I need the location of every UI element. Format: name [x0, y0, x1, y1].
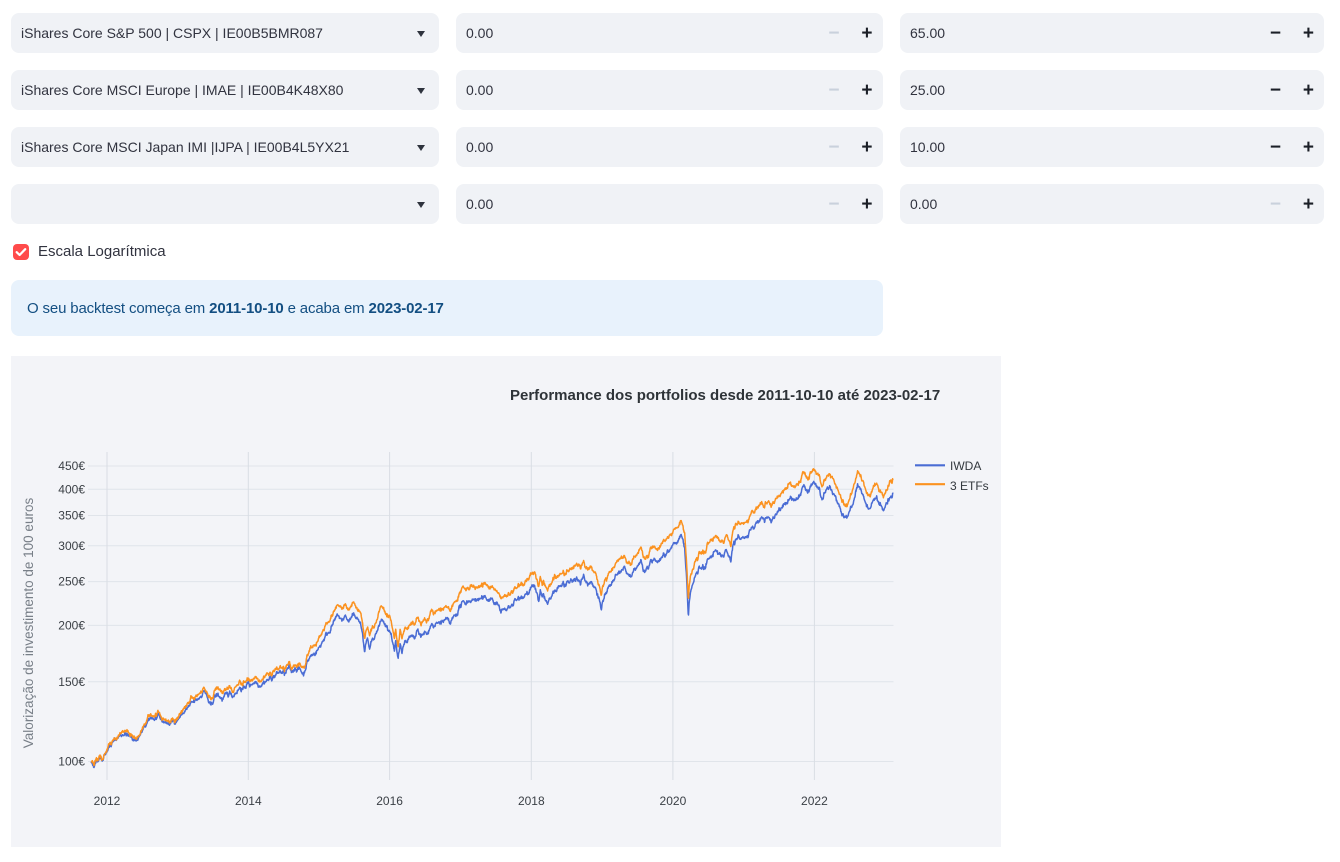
svg-text:2022: 2022 — [801, 794, 828, 808]
svg-text:Performance dos portfolios des: Performance dos portfolios desde 2011-10… — [510, 387, 940, 404]
svg-text:400€: 400€ — [58, 482, 85, 496]
svg-text:150€: 150€ — [58, 675, 85, 689]
svg-text:100€: 100€ — [58, 755, 85, 769]
svg-text:2012: 2012 — [94, 794, 121, 808]
svg-text:IWDA: IWDA — [950, 459, 981, 473]
svg-text:3 ETFs: 3 ETFs — [950, 479, 989, 493]
svg-text:250€: 250€ — [58, 575, 85, 589]
svg-text:350€: 350€ — [58, 509, 85, 523]
svg-text:300€: 300€ — [58, 539, 85, 553]
svg-text:Valorização de investimento de: Valorização de investimento de 100 euros — [21, 498, 36, 749]
svg-text:450€: 450€ — [58, 459, 85, 473]
svg-text:2016: 2016 — [376, 794, 403, 808]
svg-text:200€: 200€ — [58, 618, 85, 632]
svg-text:2014: 2014 — [235, 794, 262, 808]
svg-text:2020: 2020 — [660, 794, 687, 808]
svg-text:2018: 2018 — [518, 794, 545, 808]
